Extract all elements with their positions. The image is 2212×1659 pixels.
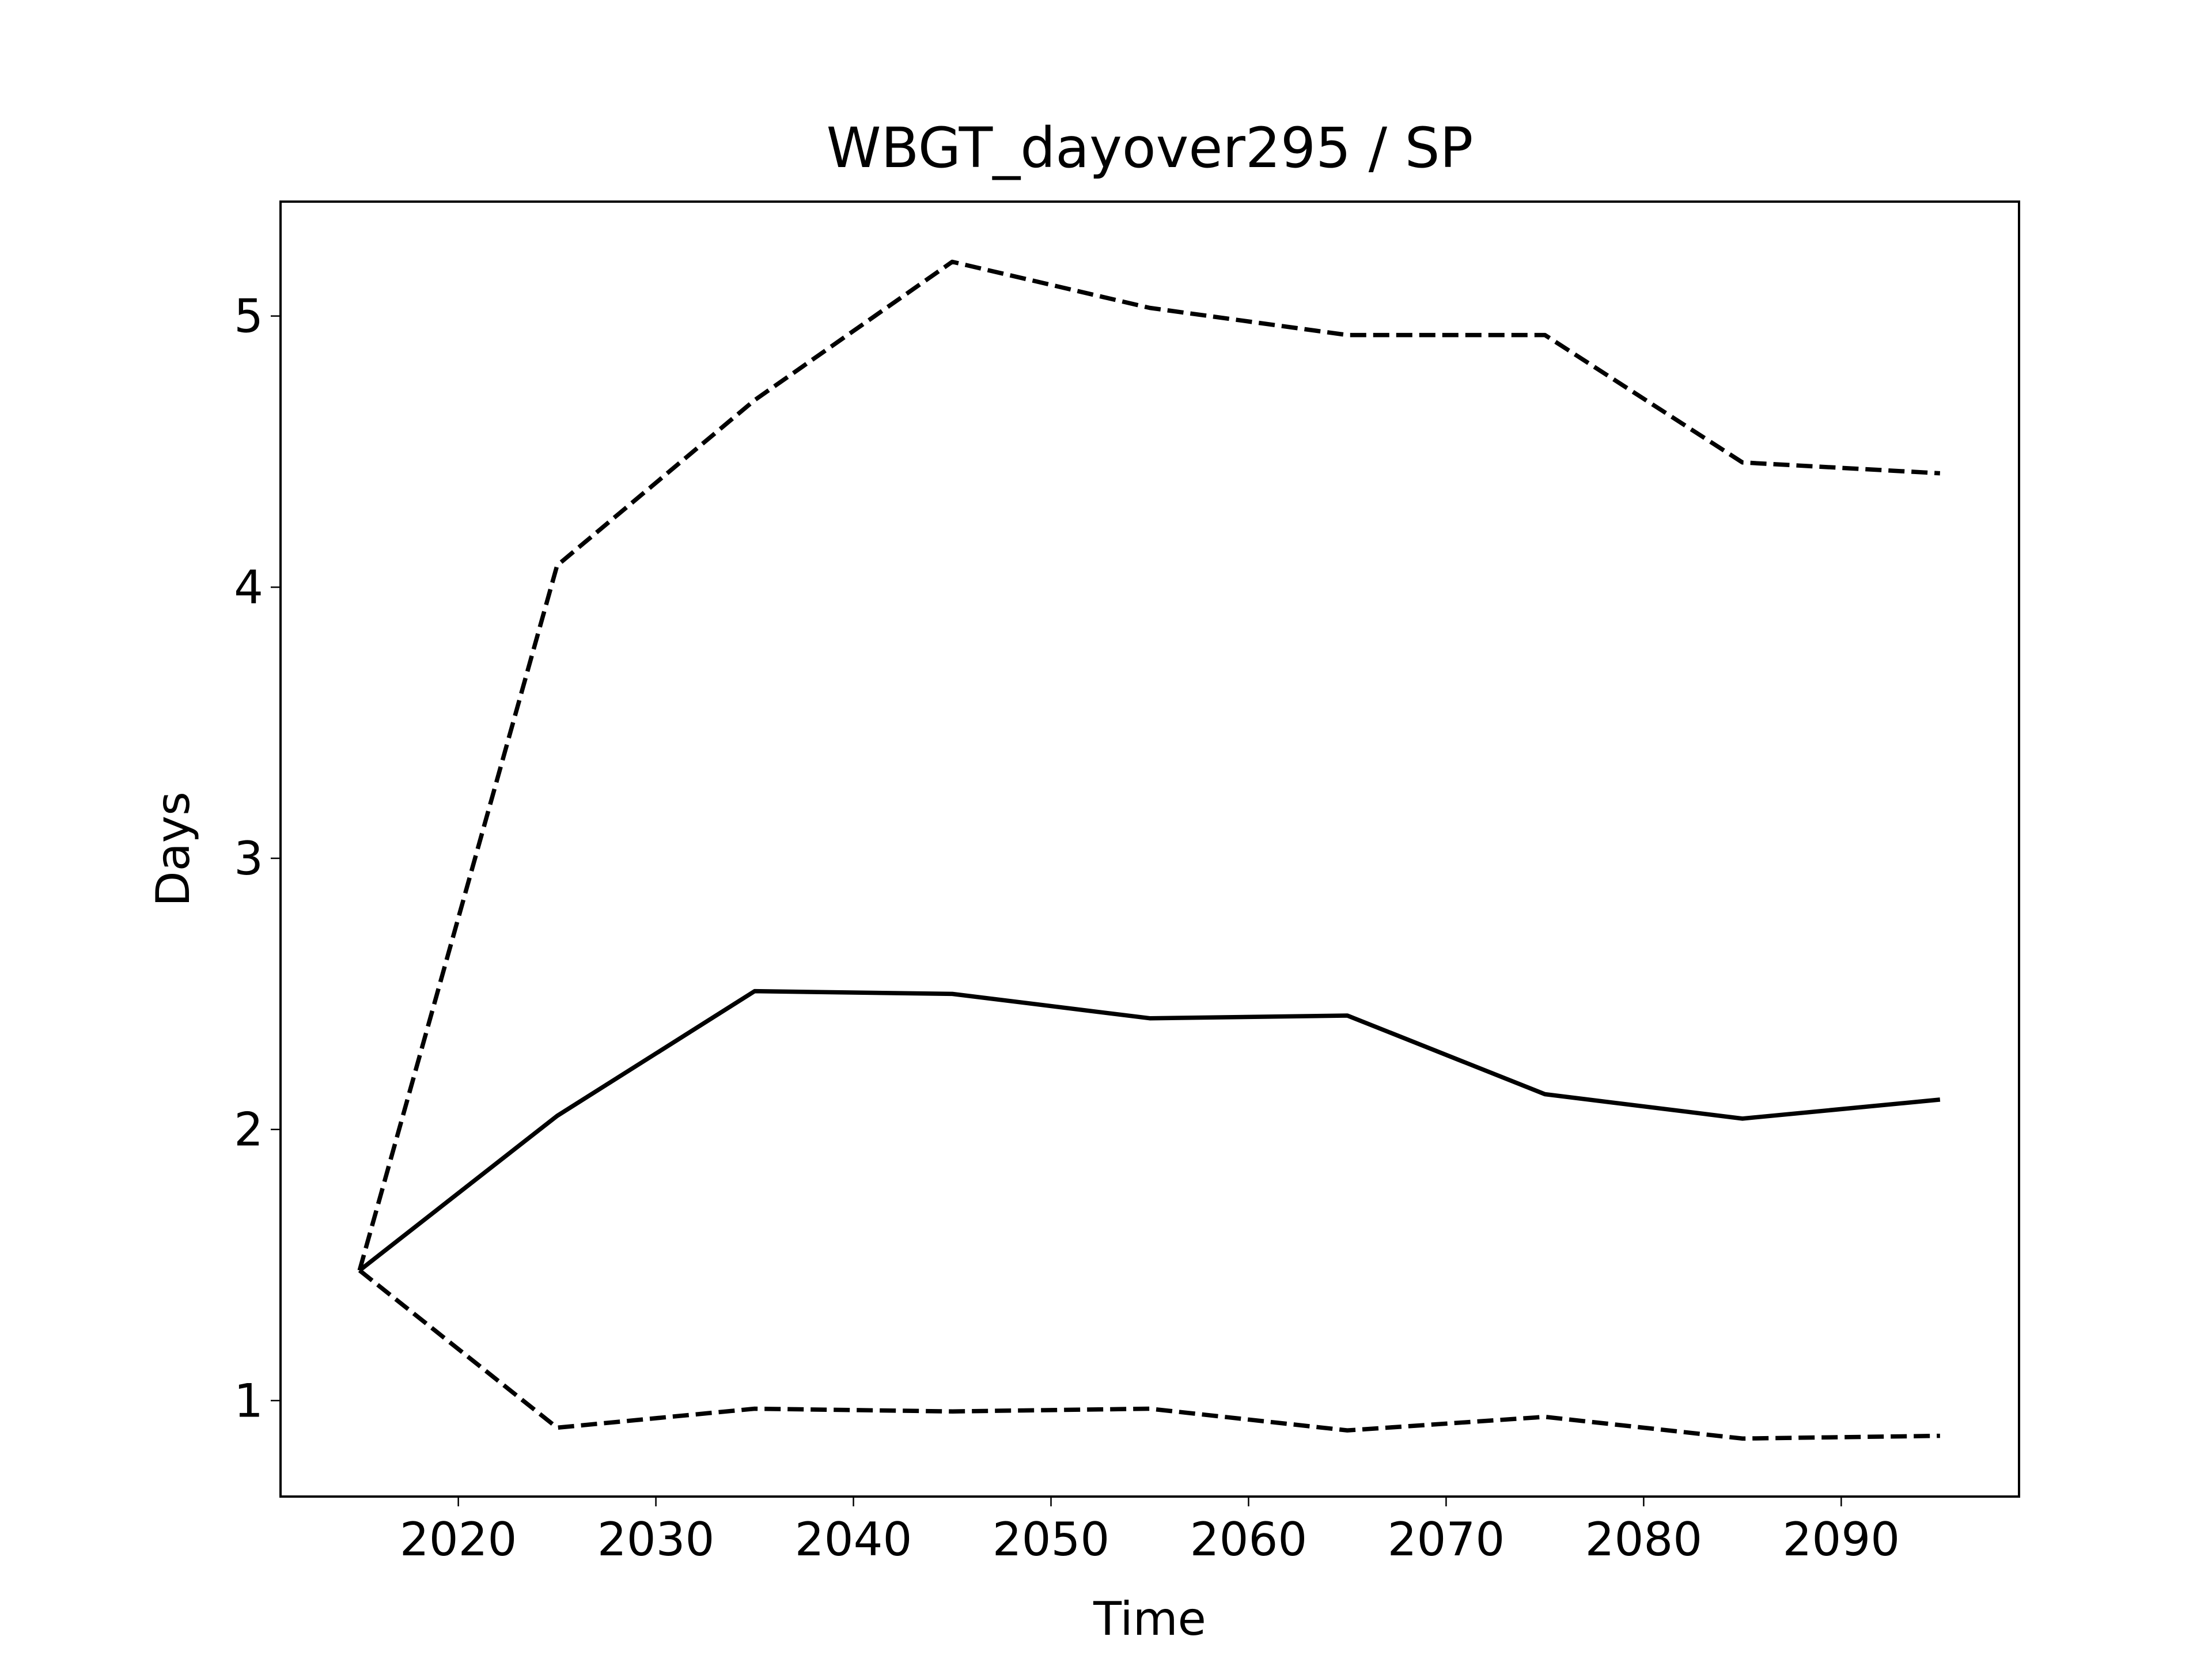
- chart-title: WBGT_dayover295 / SP: [827, 116, 1474, 180]
- y-tick-label: 1: [234, 1374, 263, 1427]
- y-tick-label: 5: [234, 290, 263, 343]
- y-tick-label: 3: [234, 832, 263, 885]
- series-line: [358, 1268, 1940, 1441]
- x-tick-label: 2020: [400, 1513, 517, 1566]
- y-axis-label: Days: [146, 791, 200, 907]
- series-line: [357, 259, 1941, 1271]
- y-tick-label: 2: [234, 1103, 263, 1157]
- x-tick-label: 2060: [1190, 1513, 1308, 1566]
- x-tick-label: 2030: [597, 1513, 715, 1566]
- plot-frame: [279, 200, 2020, 1498]
- x-tick-label: 2080: [1585, 1513, 1703, 1566]
- x-tick-label: 2070: [1388, 1513, 1505, 1566]
- y-tick-label: 4: [234, 560, 263, 614]
- x-axis-label: Time: [1093, 1592, 1206, 1646]
- x-tick-label: 2040: [795, 1513, 912, 1566]
- x-tick-label: 2090: [1783, 1513, 1900, 1566]
- series-line: [358, 988, 1941, 1272]
- x-tick-label: 2050: [993, 1513, 1110, 1566]
